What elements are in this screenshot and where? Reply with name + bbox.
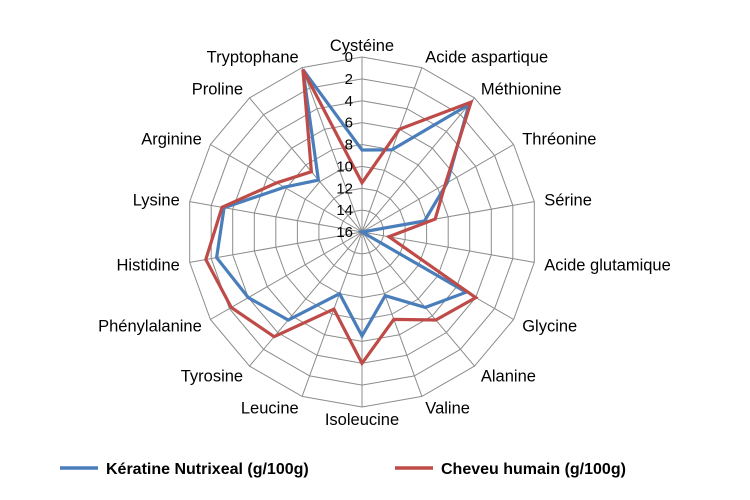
tick-label: 2 (345, 71, 353, 88)
radial-tick-labels: 0 2 4 6 8 10 12 14 16 (336, 49, 353, 241)
category-label: Histidine (117, 257, 180, 275)
tick-label: 6 (345, 115, 353, 132)
tick-label: 0 (345, 49, 353, 66)
category-label: Acide aspartique (425, 48, 548, 66)
category-label: Acide glutamique (544, 257, 671, 275)
series-line-2 (204, 68, 479, 367)
tick-label: 14 (336, 202, 353, 219)
category-label: Sérine (544, 192, 592, 210)
grid-spoke (249, 231, 363, 367)
grid-spoke (249, 97, 363, 233)
category-label: Glycine (522, 318, 577, 336)
category-label: Phénylalanine (98, 318, 202, 336)
grid-spoke (361, 144, 514, 233)
category-label: Cystéine (330, 37, 394, 55)
category-label: Tryptophane (207, 48, 299, 66)
category-label: Isoleucine (325, 411, 399, 429)
tick-label: 10 (336, 158, 353, 175)
category-label: Méthionine (481, 81, 562, 99)
category-labels: Cystéine Acide aspartique Méthionine Thréon… (98, 37, 671, 429)
grid-spoke (361, 231, 423, 397)
series-layer (204, 68, 479, 367)
category-label: Thréonine (522, 131, 596, 149)
category-label: Leucine (241, 400, 299, 418)
grid-spoke (189, 201, 363, 233)
category-label: Proline (192, 81, 243, 99)
category-label: Alanine (481, 367, 536, 385)
grid-spoke (361, 97, 475, 233)
grid-spoke (210, 231, 363, 320)
category-label: Lysine (133, 192, 180, 210)
legend-label-1: Kératine Nutrixeal (g/100g) (106, 461, 309, 478)
category-label: Valine (425, 400, 470, 418)
category-label: Arginine (141, 131, 202, 149)
tick-label: 4 (345, 93, 353, 110)
legend: Kératine Nutrixeal (g/100g) Cheveu humain… (60, 461, 626, 478)
legend-label-2: Cheveu humain (g/100g) (441, 461, 626, 478)
tick-label: 8 (345, 137, 353, 154)
category-label: Tyrosine (181, 367, 243, 385)
tick-label: 16 (336, 224, 353, 241)
grid-spoke (301, 67, 363, 233)
grid-spoke (361, 231, 475, 367)
grid-spoke (301, 231, 363, 397)
tick-label: 12 (336, 180, 353, 197)
